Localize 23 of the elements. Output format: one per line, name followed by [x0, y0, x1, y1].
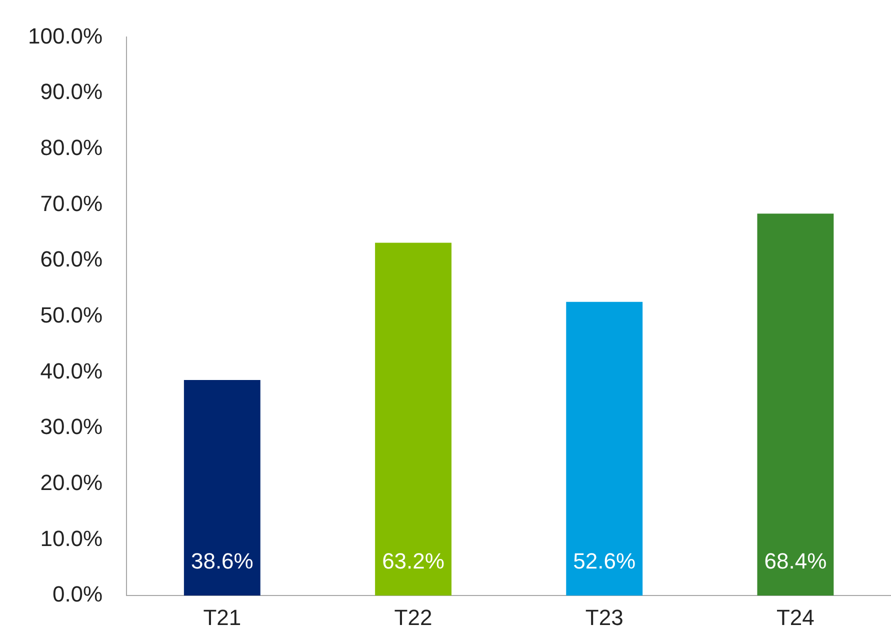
y-tick-label: 30.0% — [40, 414, 103, 440]
x-tick-label: T23 — [585, 604, 624, 630]
x-tick-label: T22 — [394, 604, 432, 630]
data-label: 68.4% — [764, 548, 827, 574]
x-tick-label: T21 — [203, 604, 242, 630]
bar — [566, 302, 643, 596]
y-tick-label: 60.0% — [40, 246, 103, 272]
bar — [757, 214, 834, 596]
data-label: 52.6% — [573, 548, 636, 574]
y-tick-label: 40.0% — [40, 358, 103, 384]
y-tick-label: 10.0% — [40, 526, 103, 551]
y-tick-label: 20.0% — [40, 470, 103, 495]
y-tick-label: 70.0% — [40, 190, 103, 216]
x-tick-label: T24 — [776, 604, 814, 630]
bar — [375, 242, 452, 596]
y-tick-label: 50.0% — [40, 302, 103, 328]
data-label: 63.2% — [382, 548, 444, 574]
y-tick-label: 80.0% — [40, 134, 103, 160]
y-tick-label: 100.0% — [28, 23, 103, 48]
y-tick-label: 0.0% — [52, 582, 103, 607]
data-label: 38.6% — [190, 548, 254, 574]
bar — [184, 380, 260, 596]
y-tick-label: 90.0% — [40, 79, 103, 104]
